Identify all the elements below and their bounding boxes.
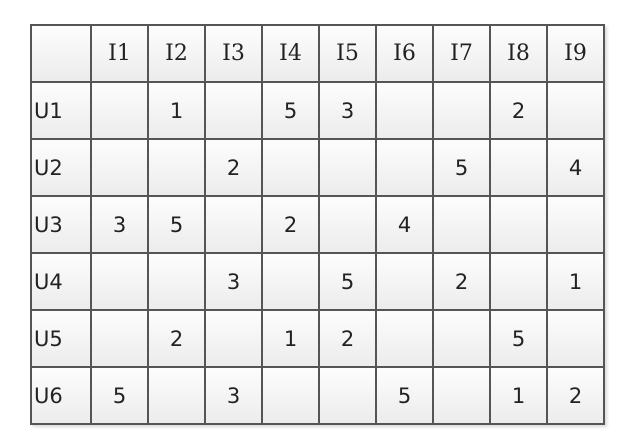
rating-cell — [318, 138, 377, 197]
rating-cell — [204, 195, 263, 254]
rating-cell — [261, 252, 320, 311]
rating-cell: 1 — [546, 252, 605, 311]
rating-cell — [90, 252, 149, 311]
rating-cell: 3 — [204, 252, 263, 311]
rating-cell: 2 — [204, 138, 263, 197]
rating-cell: 2 — [432, 252, 491, 311]
rating-cell: 2 — [546, 366, 605, 425]
rating-cell — [375, 309, 434, 368]
rating-cell — [147, 366, 206, 425]
rating-cell: 2 — [261, 195, 320, 254]
rating-cell — [432, 81, 491, 140]
rating-cell: 5 — [90, 366, 149, 425]
table-row: U2 2 5 4 — [30, 138, 605, 197]
rating-cell — [375, 81, 434, 140]
rating-cell — [432, 366, 491, 425]
column-header: I2 — [147, 24, 206, 83]
row-header: U2 — [30, 138, 92, 197]
rating-cell: 3 — [318, 81, 377, 140]
rating-cell: 1 — [261, 309, 320, 368]
row-header: U5 — [30, 309, 92, 368]
rating-cell — [318, 366, 377, 425]
corner-cell — [30, 24, 92, 83]
table-row: U3 3 5 2 4 — [30, 195, 605, 254]
rating-cell — [204, 81, 263, 140]
rating-cell: 5 — [318, 252, 377, 311]
rating-cell — [489, 138, 548, 197]
table-row: U5 2 1 2 5 — [30, 309, 605, 368]
rating-cell: 4 — [375, 195, 434, 254]
column-header: I4 — [261, 24, 320, 83]
column-header: I7 — [432, 24, 491, 83]
column-header: I6 — [375, 24, 434, 83]
row-header: U3 — [30, 195, 92, 254]
row-header: U6 — [30, 366, 92, 425]
rating-cell — [147, 138, 206, 197]
rating-cell: 2 — [489, 81, 548, 140]
table-row: U1 1 5 3 2 — [30, 81, 605, 140]
table-row: U4 3 5 2 1 — [30, 252, 605, 311]
row-header: U1 — [30, 81, 92, 140]
rating-cell — [375, 138, 434, 197]
rating-cell: 2 — [147, 309, 206, 368]
rating-cell: 3 — [204, 366, 263, 425]
rating-cell — [261, 366, 320, 425]
rating-cell: 2 — [318, 309, 377, 368]
column-header: I8 — [489, 24, 548, 83]
rating-cell: 5 — [432, 138, 491, 197]
rating-cell — [90, 81, 149, 140]
rating-cell: 3 — [90, 195, 149, 254]
rating-cell — [489, 195, 548, 254]
table-row: U6 5 3 5 1 2 — [30, 366, 605, 425]
rating-cell: 5 — [375, 366, 434, 425]
rating-cell: 1 — [489, 366, 548, 425]
column-header: I3 — [204, 24, 263, 83]
rating-cell — [204, 309, 263, 368]
rating-cell — [546, 309, 605, 368]
header-row: I1 I2 I3 I4 I5 I6 I7 I8 I9 — [30, 24, 605, 83]
rating-cell — [546, 81, 605, 140]
rating-cell — [546, 195, 605, 254]
rating-matrix-table: I1 I2 I3 I4 I5 I6 I7 I8 I9 U1 1 5 3 2 U2 2 5 4 U3 3 5 2 4 U4 3 5 2… — [30, 24, 605, 425]
column-header: I5 — [318, 24, 377, 83]
rating-cell — [261, 138, 320, 197]
rating-cell — [489, 252, 548, 311]
rating-cell — [147, 252, 206, 311]
rating-cell: 1 — [147, 81, 206, 140]
rating-cell: 4 — [546, 138, 605, 197]
rating-cell — [432, 309, 491, 368]
column-header: I9 — [546, 24, 605, 83]
rating-cell: 5 — [489, 309, 548, 368]
rating-cell — [375, 252, 434, 311]
row-header: U4 — [30, 252, 92, 311]
rating-cell — [90, 138, 149, 197]
rating-cell: 5 — [261, 81, 320, 140]
column-header: I1 — [90, 24, 149, 83]
rating-cell — [432, 195, 491, 254]
rating-cell — [90, 309, 149, 368]
rating-cell: 5 — [147, 195, 206, 254]
rating-cell — [318, 195, 377, 254]
